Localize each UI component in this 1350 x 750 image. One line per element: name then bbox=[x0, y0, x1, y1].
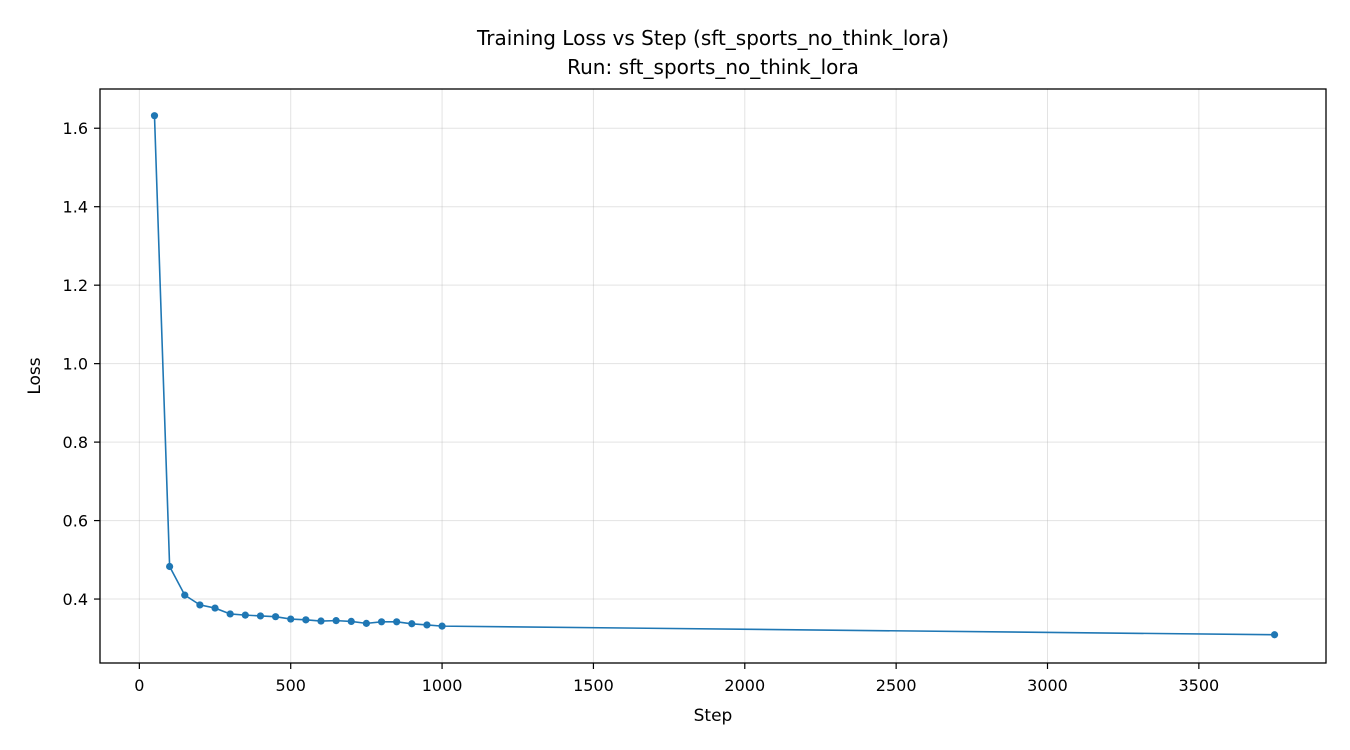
series-layer bbox=[150, 112, 1279, 639]
data-point bbox=[408, 620, 416, 628]
data-point bbox=[393, 618, 401, 626]
y-tick-label: 0.8 bbox=[63, 433, 88, 452]
y-tick-label: 1.0 bbox=[63, 355, 88, 374]
data-point bbox=[166, 562, 174, 571]
data-point bbox=[256, 612, 265, 620]
data-point bbox=[1270, 631, 1279, 639]
x-tick-label: 0 bbox=[134, 676, 144, 695]
x-tick-label: 1500 bbox=[573, 676, 614, 695]
x-tick-label: 3500 bbox=[1178, 676, 1219, 695]
grid bbox=[100, 89, 1326, 663]
y-tick-label: 0.4 bbox=[63, 590, 88, 609]
loss-line bbox=[153, 115, 1275, 636]
y-tick-label: 1.4 bbox=[63, 198, 88, 217]
data-point bbox=[271, 613, 280, 621]
data-point bbox=[377, 618, 386, 626]
data-point bbox=[302, 616, 310, 624]
y-tick-label: 0.6 bbox=[63, 512, 88, 531]
x-tick-label: 1000 bbox=[422, 676, 463, 695]
x-tick-label: 2500 bbox=[876, 676, 917, 695]
data-point bbox=[438, 622, 446, 630]
x-tick-label: 2000 bbox=[724, 676, 765, 695]
data-point bbox=[317, 617, 325, 625]
y-axis-label: Loss bbox=[25, 357, 45, 394]
data-point bbox=[347, 617, 355, 626]
axis-ticks: 0 500 1000 1500 2000 2500 3000 3500 0.4 0.6 0.8 1.0… bbox=[63, 119, 1220, 695]
data-point bbox=[423, 621, 431, 629]
chart-title: Training Loss vs Step (sft_sports_no_thi… bbox=[476, 26, 949, 50]
plot-frame bbox=[99, 88, 1327, 664]
x-axis-label: Step bbox=[694, 706, 733, 726]
data-point bbox=[196, 601, 204, 609]
data-point bbox=[332, 617, 340, 625]
y-tick-label: 1.2 bbox=[63, 276, 88, 295]
x-tick-label: 500 bbox=[275, 676, 306, 695]
data-point bbox=[241, 611, 249, 619]
data-point bbox=[287, 615, 295, 623]
data-point bbox=[362, 619, 370, 627]
y-tick-label: 1.6 bbox=[63, 119, 88, 138]
data-point bbox=[226, 610, 234, 618]
chart-subtitle: Run: sft_sports_no_think_lora bbox=[567, 55, 859, 79]
data-point bbox=[150, 112, 159, 120]
data-point bbox=[211, 604, 219, 612]
data-point bbox=[181, 591, 189, 599]
x-tick-label: 3000 bbox=[1027, 676, 1068, 695]
